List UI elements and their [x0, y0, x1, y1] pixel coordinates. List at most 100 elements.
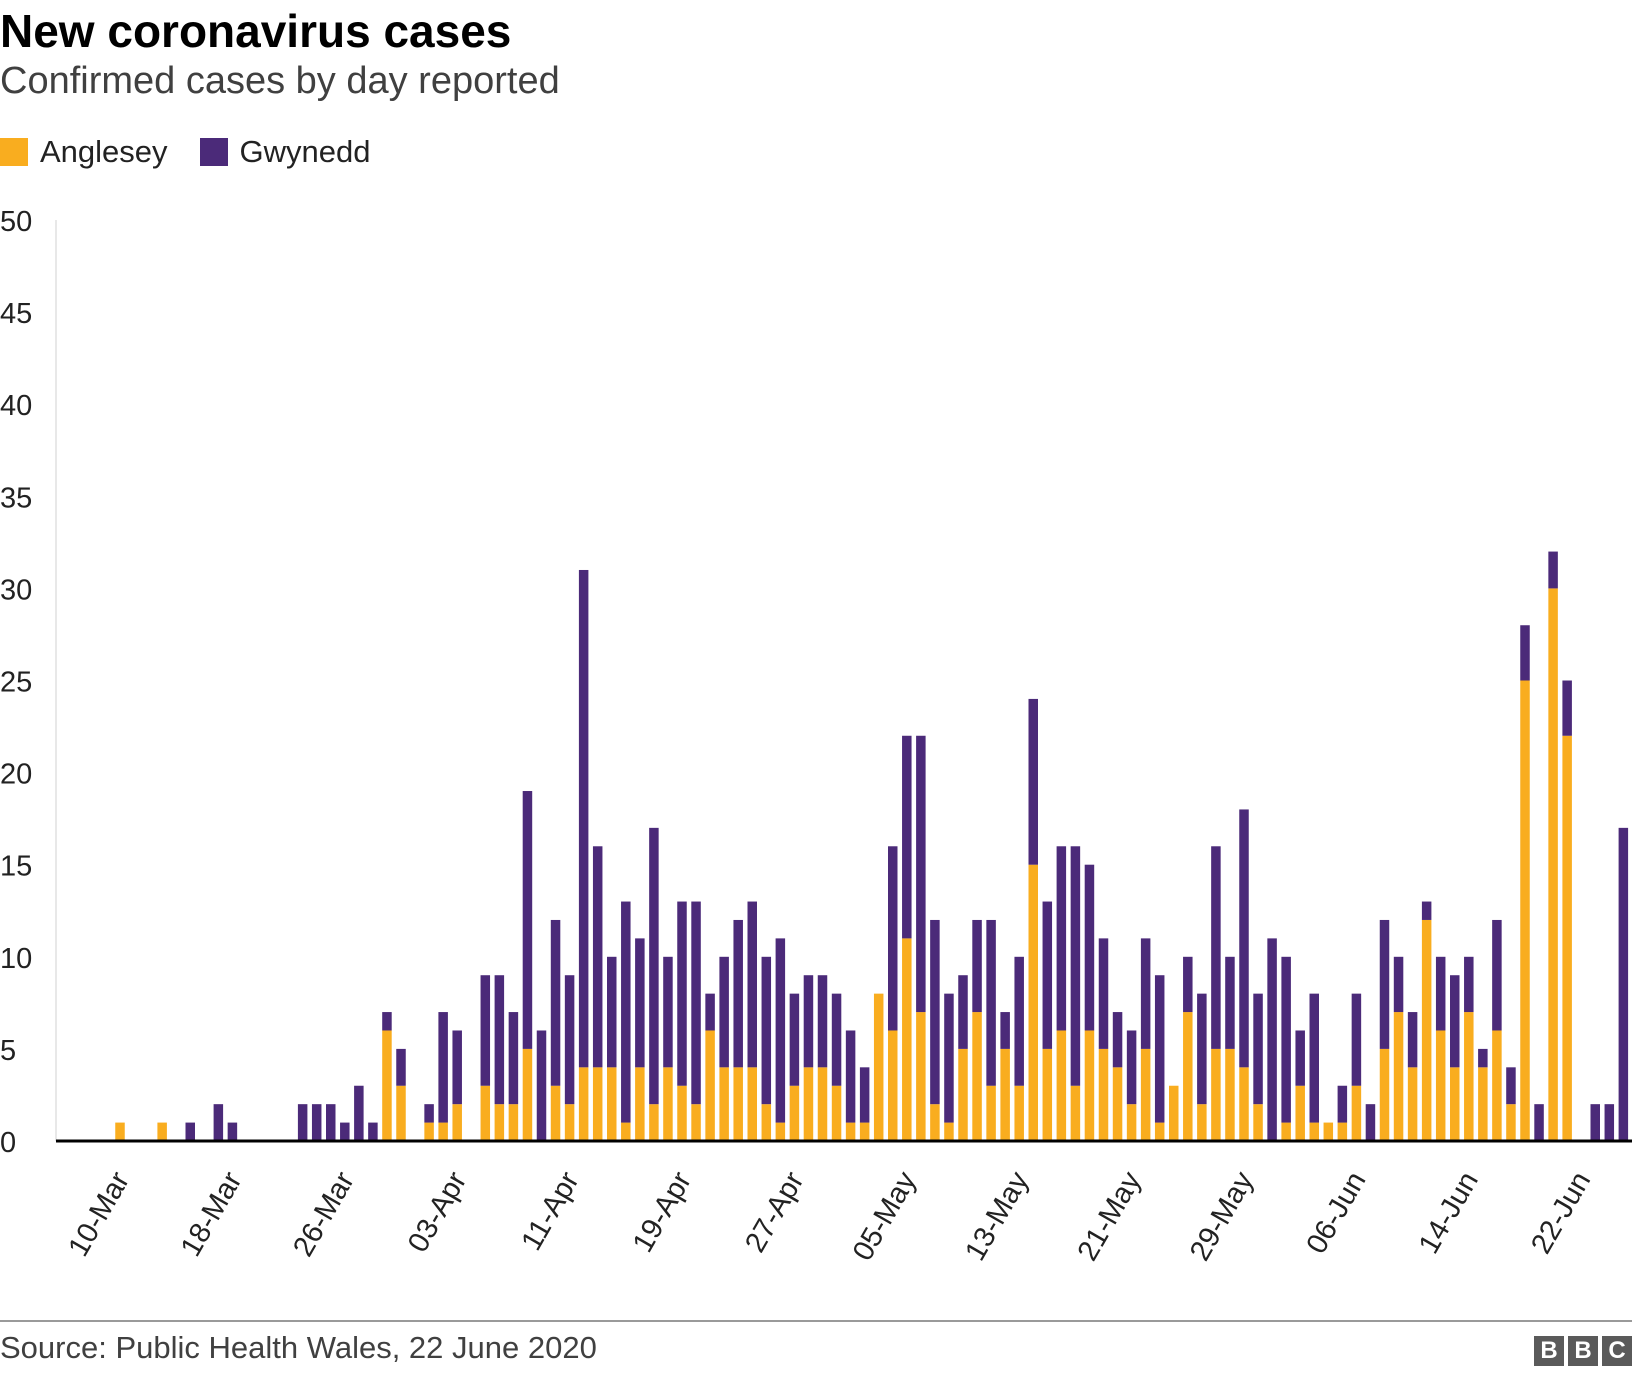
bar-gwynedd [438, 1012, 448, 1123]
bar-chart: 0 5 10 15 20 25 30 35 40 45 50 10-Mar 18-Mar 26-Mar 03… [0, 206, 1632, 1266]
bar-anglesey [1421, 919, 1432, 1141]
bar-gwynedd [1281, 956, 1291, 1123]
bar-gwynedd [944, 993, 954, 1123]
footer-divider [0, 1320, 1632, 1322]
bar-anglesey [1464, 1012, 1474, 1141]
bar-anglesey [649, 1104, 659, 1141]
bar-gwynedd [1309, 993, 1319, 1123]
bar-gwynedd [1421, 901, 1432, 920]
bar-gwynedd [494, 975, 505, 1105]
bar-gwynedd [1253, 993, 1263, 1105]
bar-anglesey [803, 1067, 814, 1141]
bar-anglesey [1253, 1104, 1263, 1141]
bar-gwynedd [1365, 1104, 1376, 1141]
bar-gwynedd [845, 1030, 856, 1123]
x-tick-label: 19-Apr [627, 1166, 698, 1258]
bar-anglesey [789, 1085, 800, 1141]
bar-anglesey [1239, 1067, 1249, 1141]
bar-gwynedd [635, 938, 645, 1068]
legend-label-gwynedd: Gwynedd [239, 134, 371, 169]
bar-gwynedd [1464, 956, 1474, 1013]
bar-gwynedd [424, 1104, 434, 1123]
bar-anglesey [747, 1067, 757, 1141]
bar-anglesey [986, 1085, 996, 1141]
bar-anglesey [1140, 1048, 1151, 1141]
bar-anglesey [1450, 1067, 1460, 1141]
bar-anglesey [888, 1030, 898, 1141]
bar-anglesey [508, 1104, 519, 1141]
bar-gwynedd [1183, 956, 1193, 1013]
bar-anglesey [1309, 1122, 1319, 1141]
y-tick-label: 50 [0, 206, 32, 238]
bar-gwynedd [1618, 827, 1629, 1141]
y-tick-label: 40 [0, 390, 32, 422]
bar-gwynedd [705, 993, 715, 1031]
bar-anglesey [873, 993, 884, 1141]
x-tick-label: 18-Mar [175, 1166, 249, 1262]
y-tick-label: 30 [0, 574, 32, 606]
bar-anglesey [1351, 1085, 1362, 1141]
bar-anglesey [1014, 1085, 1024, 1141]
bar-anglesey [1323, 1122, 1334, 1141]
bar-gwynedd [831, 993, 842, 1086]
bar-anglesey [958, 1048, 968, 1141]
bar-anglesey [424, 1122, 434, 1141]
bar-gwynedd [733, 919, 743, 1068]
bar-gwynedd [1225, 956, 1235, 1049]
legend-swatch-gwynedd [199, 138, 228, 166]
bar-gwynedd [508, 1012, 519, 1105]
x-tick-label: 26-Mar [287, 1166, 361, 1262]
bar-anglesey [1407, 1067, 1418, 1141]
bar-gwynedd [775, 938, 786, 1123]
bar-anglesey [1562, 735, 1572, 1141]
bar-anglesey [438, 1122, 448, 1141]
y-tick-label: 45 [0, 298, 32, 330]
bar-gwynedd [1098, 938, 1109, 1049]
bar-anglesey [845, 1122, 856, 1141]
bar-gwynedd [1604, 1104, 1615, 1141]
bar-anglesey [635, 1067, 645, 1141]
chart-subtitle: Confirmed cases by day reported [0, 60, 560, 102]
bar-gwynedd [1112, 1012, 1123, 1068]
y-tick-label: 10 [0, 943, 32, 975]
bar-anglesey [1084, 1030, 1095, 1141]
bar-gwynedd [1000, 1012, 1010, 1049]
bar-anglesey [480, 1085, 491, 1141]
bar-gwynedd [1506, 1067, 1516, 1105]
y-tick-label: 5 [0, 1035, 16, 1067]
bar-anglesey [1506, 1104, 1516, 1141]
x-tick-label: 13-May [959, 1166, 1035, 1266]
legend-item-anglesey: Anglesey [0, 134, 168, 170]
bar-anglesey [1183, 1012, 1193, 1141]
bbc-logo: B B C [1530, 1336, 1632, 1366]
bar-gwynedd [592, 846, 603, 1068]
bar-gwynedd [1140, 938, 1151, 1049]
bar-anglesey [1548, 588, 1558, 1141]
bar-gwynedd [564, 975, 575, 1105]
bar-gwynedd [1056, 846, 1067, 1031]
bar-anglesey [522, 1048, 533, 1141]
bar-anglesey [1056, 1030, 1067, 1141]
legend-label-anglesey: Anglesey [40, 134, 168, 169]
bar-anglesey [1281, 1122, 1291, 1141]
bar-gwynedd [578, 569, 589, 1068]
bar-gwynedd [368, 1122, 378, 1141]
bar-gwynedd [1590, 1104, 1600, 1141]
bar-gwynedd [649, 827, 659, 1105]
bar-gwynedd [1211, 846, 1221, 1049]
bar-anglesey [1197, 1104, 1207, 1141]
bbc-logo-letter: C [1602, 1336, 1632, 1366]
bar-gwynedd [1393, 956, 1404, 1013]
chart-title: New coronavirus cases [0, 5, 512, 57]
bar-anglesey [972, 1012, 982, 1141]
bar-gwynedd [227, 1122, 238, 1141]
bar-anglesey [1492, 1030, 1502, 1141]
bar-anglesey [1126, 1104, 1137, 1141]
bar-anglesey [157, 1122, 167, 1141]
bar-anglesey [719, 1067, 729, 1141]
bar-anglesey [902, 938, 912, 1141]
legend-item-gwynedd: Gwynedd [199, 134, 371, 170]
x-tick-label: 27-Apr [739, 1166, 810, 1258]
y-tick-label: 20 [0, 759, 32, 791]
bar-anglesey [733, 1067, 743, 1141]
